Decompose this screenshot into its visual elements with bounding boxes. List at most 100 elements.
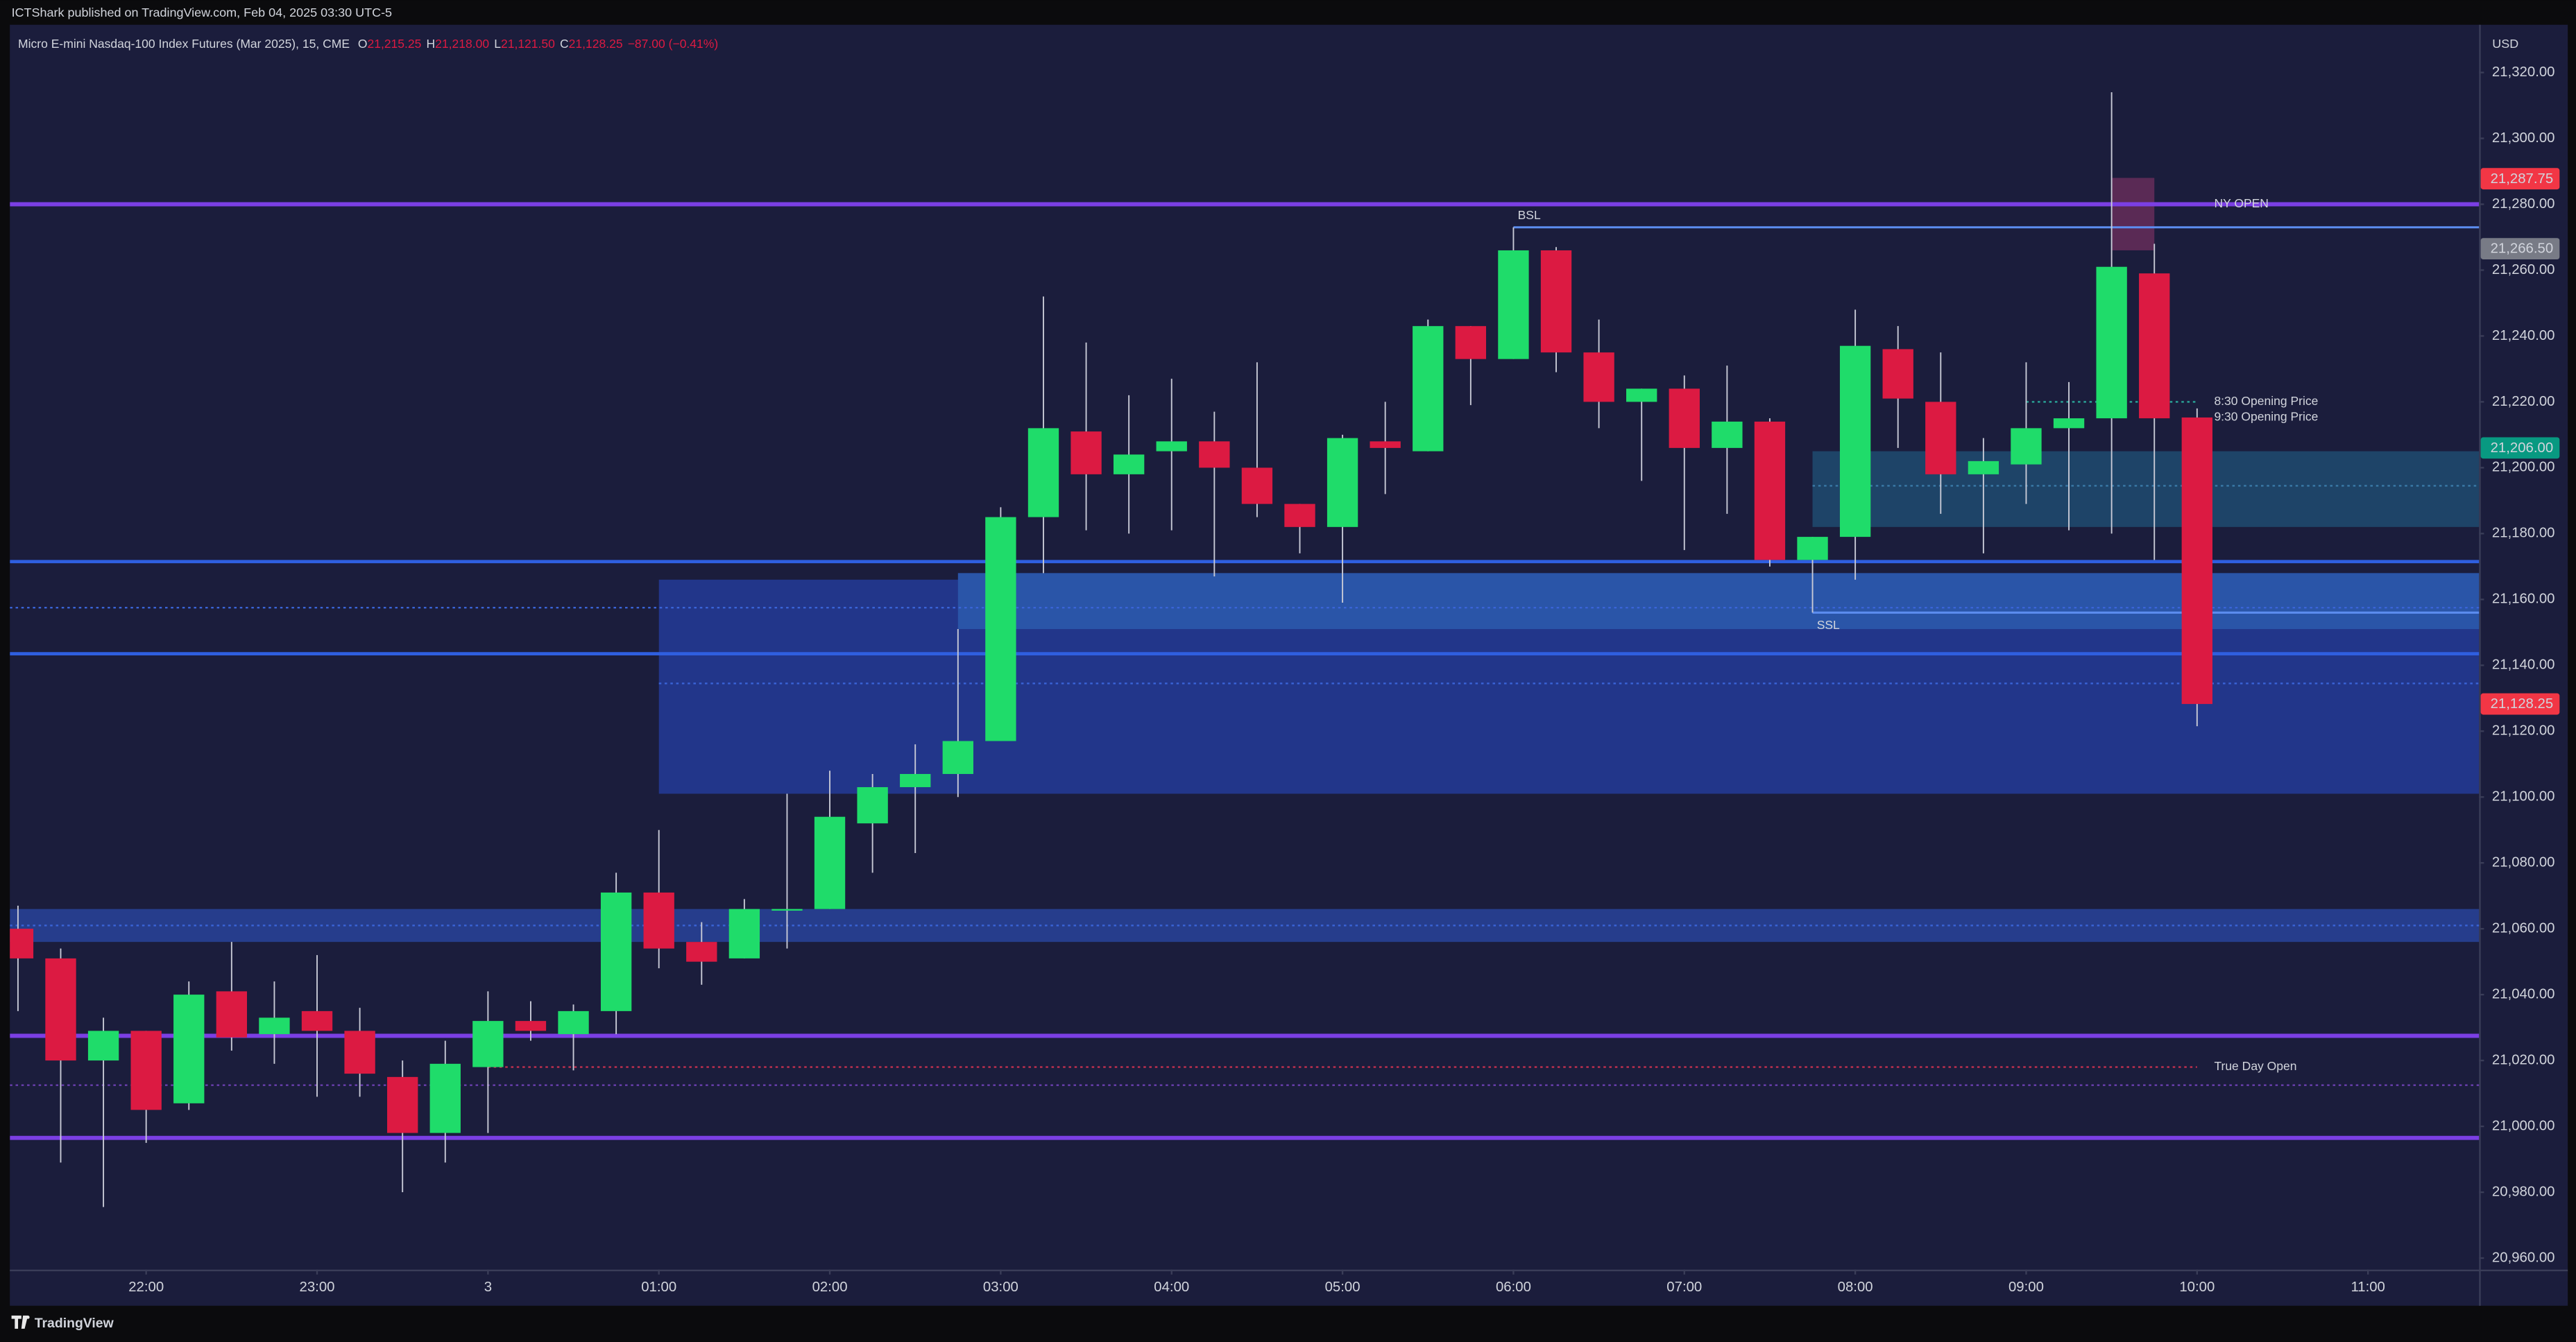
candle-body	[216, 991, 248, 1038]
x-tick-label: 3	[484, 1280, 492, 1295]
candle-body	[1925, 402, 1956, 474]
level-label: 9:30 Opening Price	[2214, 410, 2318, 424]
legend: Micro E-mini Nasdaq-100 Index Futures (M…	[18, 37, 718, 51]
y-tick-label: 21,100.00	[2492, 789, 2555, 805]
level-label: True Day Open	[2214, 1059, 2296, 1073]
x-tick-label: 02:00	[812, 1280, 848, 1295]
candle-body	[857, 786, 888, 824]
levels	[10, 202, 2480, 1140]
x-tick-label: 06:00	[1496, 1280, 1531, 1295]
price-label-box	[2480, 437, 2560, 459]
y-tick-label: 21,080.00	[2492, 855, 2555, 870]
y-tick-label: 21,220.00	[2492, 394, 2555, 409]
candle-body	[10, 929, 34, 958]
candle-body	[2011, 428, 2042, 465]
candle-body	[643, 892, 674, 949]
candle-body	[686, 942, 717, 962]
zone	[10, 909, 2480, 943]
level-label: SSL	[1817, 618, 1840, 632]
candle-body	[2181, 417, 2212, 705]
candle-body	[87, 1031, 119, 1061]
x-tick-label: 22:00	[128, 1280, 164, 1295]
legend-value: 21,218.00	[435, 37, 489, 51]
candle-body	[814, 816, 846, 909]
candle-body	[130, 1031, 162, 1110]
candle-body	[771, 909, 803, 911]
zone	[2111, 178, 2155, 250]
candle-body	[985, 517, 1016, 741]
legend-value: 21,128.25	[569, 37, 623, 51]
candle-body	[1498, 250, 1529, 359]
price-label-box	[2480, 693, 2560, 715]
candle-body	[1370, 441, 1401, 448]
annotations: NY OPEN BSL SSL True Day Open 8:30 Opening P…	[1518, 196, 2319, 1073]
candle-body	[1199, 441, 1230, 468]
x-tick-label: 09:00	[2008, 1280, 2044, 1295]
candle-body	[600, 892, 632, 1011]
y-tick-label: 21,180.00	[2492, 526, 2555, 541]
level-label: 8:30 Opening Price	[2214, 394, 2318, 408]
zone	[1812, 451, 2480, 527]
y-tick-label: 21,260.00	[2492, 262, 2555, 277]
price-label-box	[2480, 168, 2560, 190]
axes: 20,960.00 20,980.00 21,000.00 21,020.00 21,0…	[128, 64, 2560, 1295]
y-tick-label: 21,000.00	[2492, 1118, 2555, 1133]
y-tick-label: 21,060.00	[2492, 921, 2555, 936]
level-label: BSL	[1518, 208, 1541, 222]
legend-value: 21,121.50	[501, 37, 555, 51]
candle-body	[1027, 428, 1059, 517]
x-tick-label: 04:00	[1154, 1280, 1189, 1295]
y-tick-label: 20,980.00	[2492, 1184, 2555, 1199]
candle-body	[1327, 438, 1358, 527]
candle-body	[1583, 352, 1614, 402]
candle-body	[173, 995, 205, 1103]
candle-body	[2096, 266, 2127, 419]
brand: TradingView	[11, 1316, 114, 1331]
candle-body	[1113, 454, 1145, 474]
candle-body	[1156, 441, 1187, 451]
legend-key: C	[560, 37, 569, 51]
price-label-box	[2480, 238, 2560, 259]
y-tick-label: 21,160.00	[2492, 592, 2555, 607]
price-label: 21,266.50	[2491, 241, 2554, 257]
candle-body	[1754, 421, 1786, 560]
candle-body	[1071, 431, 1102, 474]
x-tick-label: 11:00	[2351, 1280, 2385, 1295]
y-tick-label: 20,960.00	[2492, 1250, 2555, 1265]
candle-body	[728, 909, 760, 958]
legend-key: H	[427, 37, 436, 51]
candle-body	[1968, 461, 1999, 474]
x-tick-label: 23:00	[300, 1280, 335, 1295]
y-tick-label: 21,300.00	[2492, 130, 2555, 146]
y-tick-label: 21,020.00	[2492, 1052, 2555, 1067]
x-tick-label: 10:00	[2179, 1280, 2215, 1295]
candle-body	[1241, 467, 1273, 504]
candle-body	[1626, 388, 1657, 402]
candle-body	[2053, 418, 2085, 429]
y-tick-label: 21,200.00	[2492, 460, 2555, 475]
candle-body	[1882, 349, 1913, 399]
candle-body	[515, 1021, 547, 1031]
candle-body	[1540, 250, 1572, 353]
candle-body	[900, 773, 931, 787]
price-label: 21,287.75	[2491, 171, 2554, 187]
legend-value: 21,215.25	[367, 37, 421, 51]
candles	[10, 92, 2212, 1207]
publisher-line: ICTShark published on TradingView.com, F…	[12, 6, 393, 19]
candle-body	[1797, 537, 1828, 560]
candle-body	[1669, 388, 1700, 448]
x-tick-label: 07:00	[1666, 1280, 1702, 1295]
zone	[957, 573, 2480, 630]
legend-change: −87.00 (−0.41%)	[628, 37, 719, 51]
candle-body	[1284, 504, 1315, 527]
x-tick-label: 08:00	[1838, 1280, 1873, 1295]
candle-body	[387, 1076, 418, 1133]
x-tick-label: 01:00	[641, 1280, 676, 1295]
currency: USD	[2492, 37, 2518, 51]
candle-body	[45, 958, 76, 1061]
candle-body	[1455, 326, 1487, 359]
y-tick-label: 21,140.00	[2492, 657, 2555, 673]
legend-key: O	[358, 37, 368, 51]
